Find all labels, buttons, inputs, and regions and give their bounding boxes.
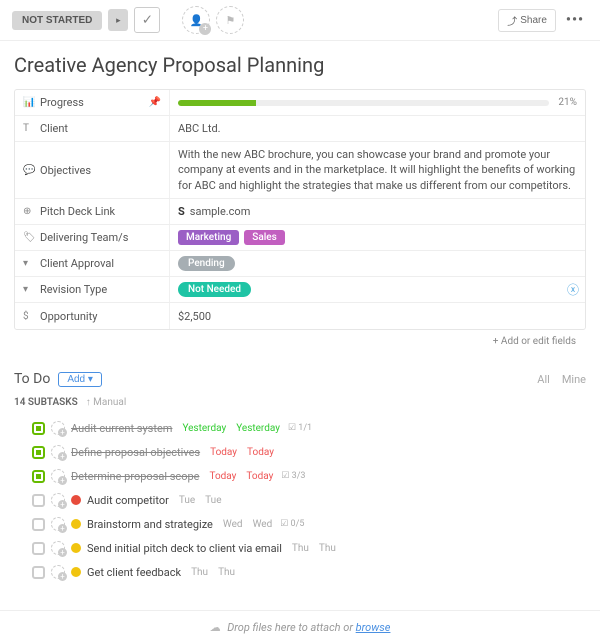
subtask-row[interactable]: Get client feedback Thu Thu [14, 560, 586, 584]
progress-icon: 📊 [23, 97, 35, 108]
share-button[interactable]: ⤴Share [498, 9, 556, 32]
subtask-checkbox[interactable] [32, 542, 45, 555]
priority-dot[interactable] [71, 495, 81, 505]
assignee-icon[interactable] [51, 469, 65, 483]
due-date-2[interactable]: Today [246, 471, 273, 482]
subtask-list: Audit current system Yesterday Yesterday ☑ … [14, 416, 586, 584]
field-label: Pitch Deck Link [40, 205, 115, 218]
subtask-row[interactable]: Brainstorm and strategize Wed Wed ☑ 0/5 [14, 512, 586, 536]
subtask-checkbox[interactable] [32, 566, 45, 579]
subtask-row[interactable]: Audit competitor Tue Tue [14, 488, 586, 512]
complete-button[interactable]: ✓ [134, 7, 160, 33]
due-date[interactable]: Today [209, 471, 236, 482]
priority-dot[interactable] [71, 543, 81, 553]
subtask-row[interactable]: Define proposal objectives Today Today [14, 440, 586, 464]
subtask-checkbox[interactable] [32, 494, 45, 507]
subtask-checkbox[interactable] [32, 518, 45, 531]
assignee-icon[interactable] [51, 445, 65, 459]
site-icon: S [178, 205, 185, 218]
todo-heading: To Do [14, 371, 50, 387]
due-date[interactable]: Yesterday [182, 423, 226, 434]
due-date[interactable]: Thu [292, 543, 309, 554]
subtask-name: Determine proposal scope [71, 470, 199, 483]
due-date-2[interactable]: Thu [218, 567, 235, 578]
subtask-name: Audit current system [71, 422, 172, 435]
subtask-name: Define proposal objectives [71, 446, 200, 459]
due-date-2[interactable]: Thu [319, 543, 336, 554]
checklist-badge: ☑ 1/1 [288, 423, 312, 433]
subtask-row[interactable]: Audit current system Yesterday Yesterday ☑ … [14, 416, 586, 440]
priority-dot[interactable] [71, 519, 81, 529]
tag-icon: 🏷 [23, 232, 35, 243]
subtask-checkbox[interactable] [32, 422, 45, 435]
clear-icon[interactable]: ⓧ [567, 281, 579, 298]
add-subtask-button[interactable]: Add ▾ [58, 372, 102, 387]
checklist-badge: ☑ 0/5 [280, 519, 304, 529]
share-icon: ⤴ [507, 13, 517, 28]
sort-button[interactable]: ↑ Manual [86, 397, 127, 408]
pin-icon[interactable]: 📌 [149, 97, 161, 108]
subtask-name: Brainstorm and strategize [87, 518, 213, 531]
more-menu-button[interactable]: ••• [562, 12, 588, 28]
field-label: Objectives [40, 164, 91, 177]
team-tag[interactable]: Sales [244, 230, 285, 245]
custom-fields-panel: 📊 Progress 📌 21% T Client ABC Ltd. 💬 Objecti… [14, 89, 586, 330]
due-date[interactable]: Thu [191, 567, 208, 578]
approval-value[interactable]: Pending [170, 251, 585, 276]
browse-link[interactable]: browse [356, 621, 391, 634]
page-title[interactable]: Creative Agency Proposal Planning [14, 53, 586, 77]
subtask-row[interactable]: Send initial pitch deck to client via em… [14, 536, 586, 560]
field-label: Delivering Team/s [40, 231, 128, 244]
due-date-2[interactable]: Tue [205, 495, 221, 506]
top-toolbar: NOT STARTED ▸ ✓ 👤+ ⚑ ⤴Share ••• [0, 0, 600, 41]
opportunity-value[interactable]: $2,500 [170, 303, 585, 329]
subtask-name: Get client feedback [87, 566, 181, 579]
dropdown-icon: ▾ [23, 258, 35, 269]
teams-value[interactable]: Marketing Sales [170, 225, 585, 250]
money-icon: $ [23, 311, 35, 322]
add-edit-fields-link[interactable]: + Add or edit fields [14, 330, 586, 353]
assignee-icon[interactable] [51, 493, 65, 507]
due-date-2[interactable]: Wed [253, 519, 273, 530]
due-date[interactable]: Today [210, 447, 237, 458]
field-label: Opportunity [40, 310, 97, 323]
field-label: Progress [40, 96, 84, 109]
subtask-checkbox[interactable] [32, 470, 45, 483]
field-label: Client Approval [40, 257, 114, 270]
due-date[interactable]: Tue [179, 495, 195, 506]
subtask-name: Audit competitor [87, 494, 169, 507]
checklist-badge: ☑ 3/3 [281, 471, 305, 481]
revision-value[interactable]: Not Neededⓧ [170, 277, 585, 302]
link-icon: ⊕ [23, 206, 35, 217]
text-icon: 💬 [23, 165, 35, 176]
subtask-name: Send initial pitch deck to client via em… [87, 542, 282, 555]
assignee-icon[interactable] [51, 517, 65, 531]
attachment-dropzone[interactable]: ☁ Drop files here to attach or browse [0, 610, 600, 644]
due-date-2[interactable]: Today [247, 447, 274, 458]
filter-mine[interactable]: Mine [562, 373, 586, 386]
next-status-button[interactable]: ▸ [108, 9, 128, 31]
cloud-upload-icon: ☁ [210, 621, 221, 634]
due-date[interactable]: Wed [223, 519, 243, 530]
text-icon: T [23, 123, 35, 134]
assignee-icon[interactable] [51, 541, 65, 555]
team-tag[interactable]: Marketing [178, 230, 239, 245]
assignee-icon[interactable] [51, 565, 65, 579]
due-date-2[interactable]: Yesterday [236, 423, 280, 434]
client-value[interactable]: ABC Ltd. [170, 116, 585, 141]
filter-all[interactable]: All [537, 373, 550, 386]
subtask-row[interactable]: Determine proposal scope Today Today ☑ 3/3 [14, 464, 586, 488]
progress-value[interactable]: 21% [170, 90, 585, 115]
priority-placeholder-icon[interactable]: ⚑ [216, 6, 244, 34]
objectives-value[interactable]: With the new ABC brochure, you can showc… [170, 142, 585, 198]
dropdown-icon: ▾ [23, 284, 35, 295]
pitch-deck-value[interactable]: Ssample.com [170, 199, 585, 224]
assignee-placeholder-icon[interactable]: 👤+ [182, 6, 210, 34]
status-button[interactable]: NOT STARTED [12, 11, 102, 30]
subtask-count: 14 SUBTASKS [14, 397, 78, 408]
subtask-checkbox[interactable] [32, 446, 45, 459]
field-label: Client [40, 122, 68, 135]
assignee-icon[interactable] [51, 421, 65, 435]
field-label: Revision Type [40, 283, 107, 296]
